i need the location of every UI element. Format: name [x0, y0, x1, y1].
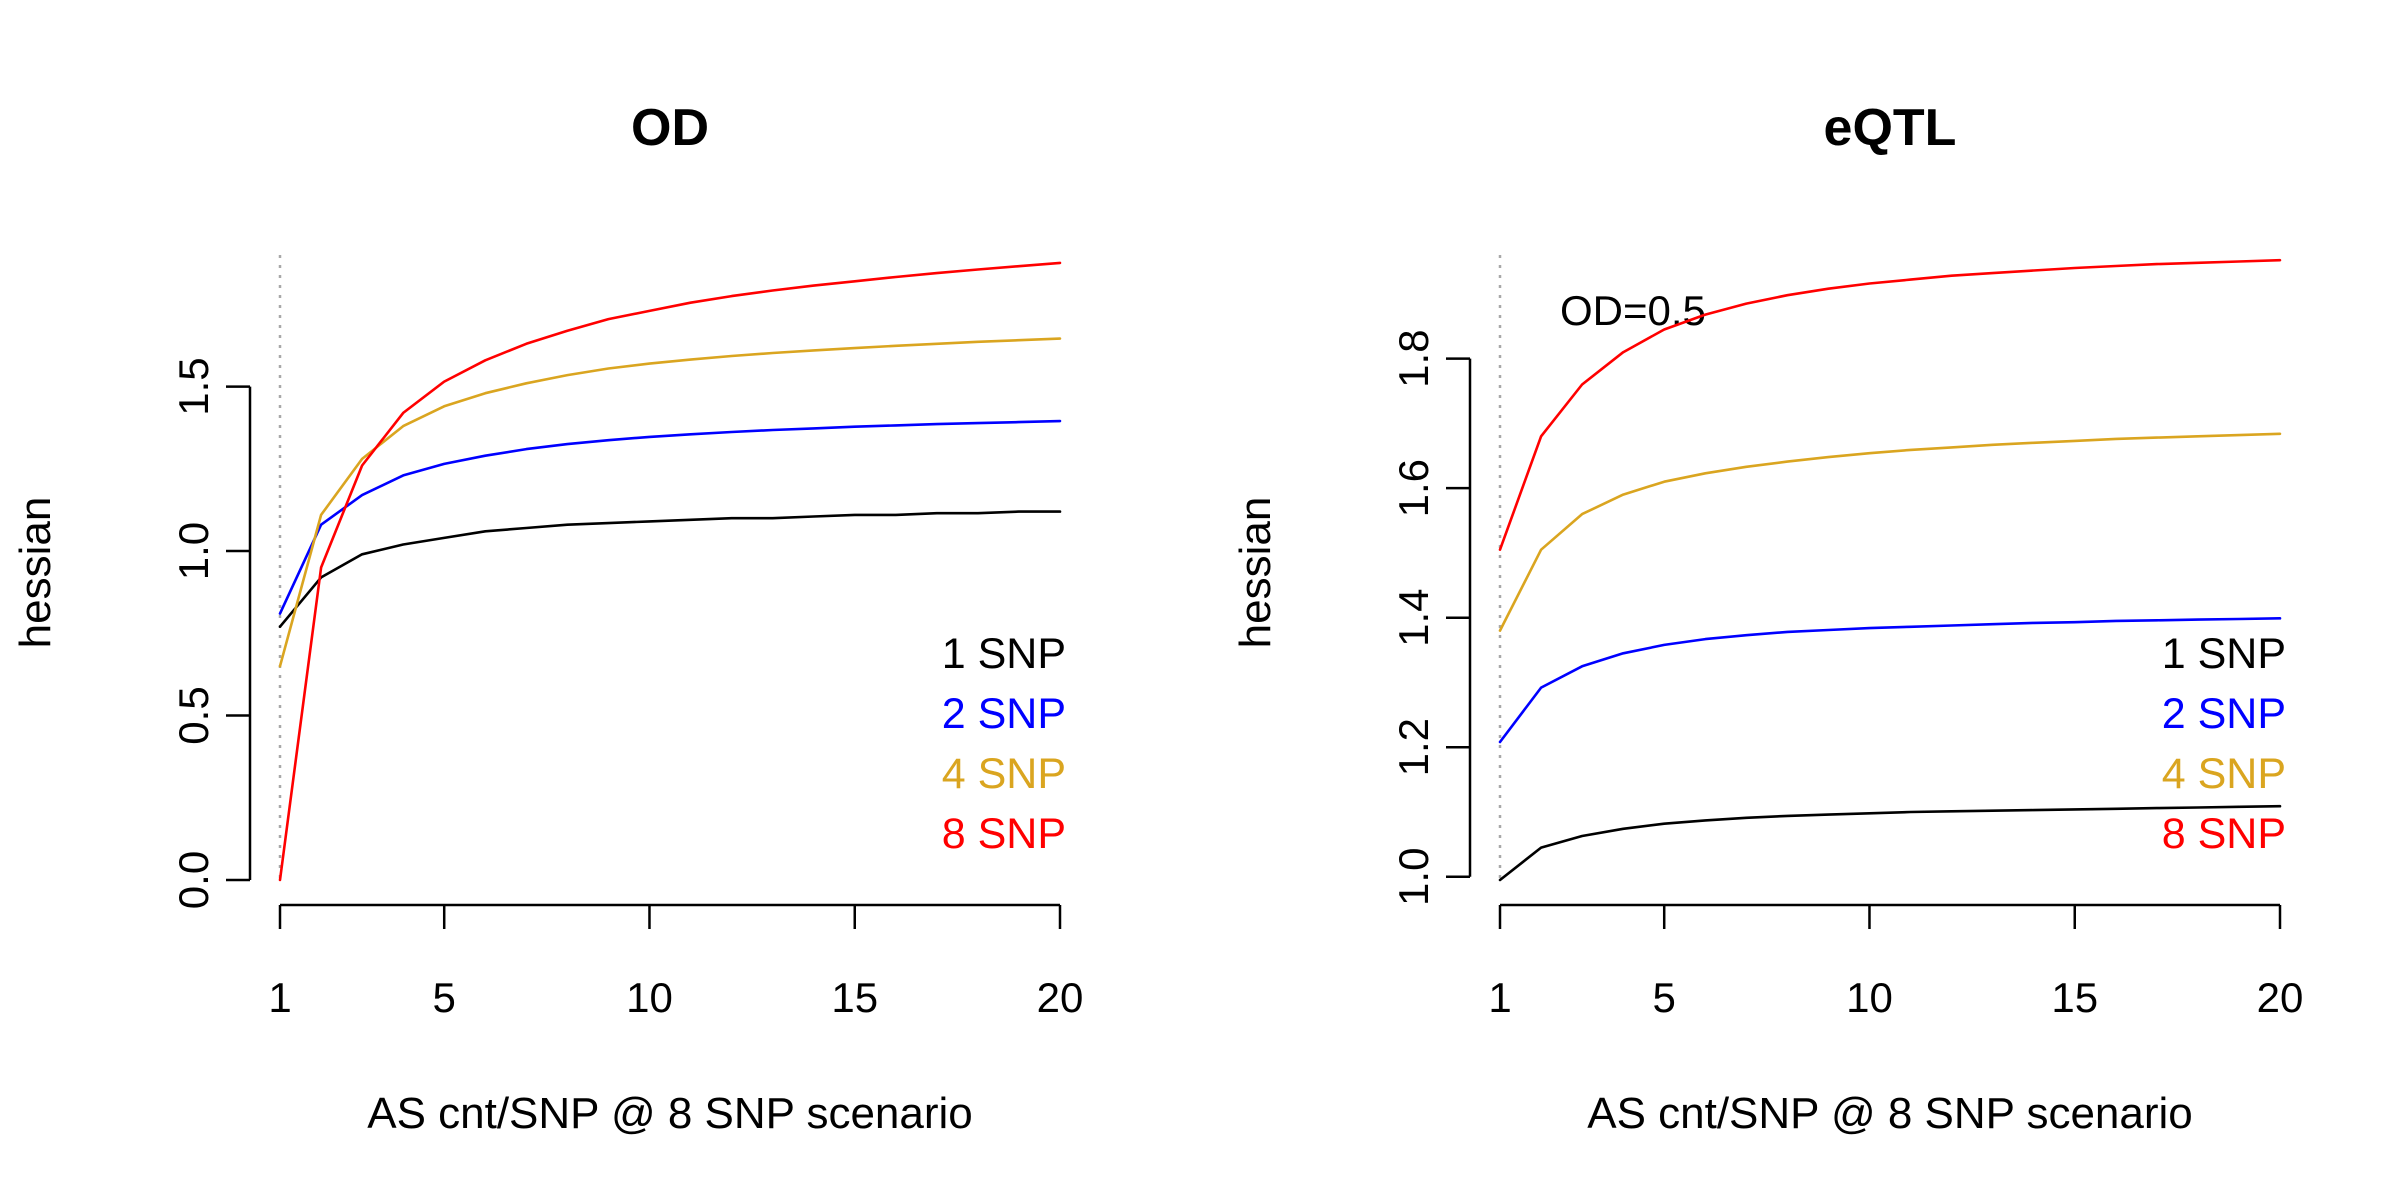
y-tick-label: 0.5 — [170, 686, 217, 744]
annotation-label: OD=0.5 — [1560, 287, 1706, 334]
x-tick-label: 1 — [1488, 974, 1511, 1021]
y-tick-label: 0.0 — [170, 851, 217, 909]
y-axis-label: hessian — [11, 497, 60, 649]
y-tick-label: 1.4 — [1390, 588, 1437, 646]
chart-title: eQTL — [1824, 99, 1957, 157]
x-tick-label: 1 — [268, 974, 291, 1021]
x-tick-label: 5 — [433, 974, 456, 1021]
legend-entry: 8 SNP — [2162, 810, 2286, 858]
x-tick-label: 15 — [2051, 974, 2098, 1021]
series-line — [278, 510, 1062, 629]
x-tick-label: 5 — [1653, 974, 1676, 1021]
legend-entry: 1 SNP — [2162, 630, 2286, 678]
chart-title: OD — [631, 99, 709, 157]
x-axis-label: AS cnt/SNP @ 8 SNP scenario — [1587, 1089, 2193, 1138]
x-tick-label: 15 — [831, 974, 878, 1021]
y-tick-label: 1.6 — [1390, 459, 1437, 517]
series-line — [1498, 432, 2282, 632]
legend-entry: 4 SNP — [942, 750, 1066, 798]
series-line — [1498, 258, 2282, 552]
series-line — [1498, 616, 2282, 744]
y-tick-label: 1.0 — [170, 522, 217, 580]
y-tick-label: 1.0 — [1390, 848, 1437, 906]
x-tick-label: 20 — [2257, 974, 2304, 1021]
panel-od: OD1 5 10 15 200.00.51.01.5AS cnt/SNP @ 8 SNP… — [11, 99, 1083, 1138]
y-tick-label: 1.5 — [170, 357, 217, 415]
x-tick-label: 20 — [1037, 974, 1084, 1021]
series-line — [278, 419, 1062, 615]
legend-entry: 1 SNP — [942, 630, 1066, 678]
legend-entry: 2 SNP — [2162, 690, 2286, 738]
legend-entry: 8 SNP — [942, 810, 1066, 858]
x-tick-label: 10 — [1846, 974, 1893, 1021]
x-axis-label: AS cnt/SNP @ 8 SNP scenario — [367, 1089, 973, 1138]
y-tick-label: 1.2 — [1390, 718, 1437, 776]
y-tick-label: 1.8 — [1390, 329, 1437, 387]
series-line — [1498, 804, 2282, 882]
series-line — [278, 337, 1062, 668]
legend-entry: 4 SNP — [2162, 750, 2286, 798]
y-axis-label: hessian — [1231, 497, 1280, 649]
legend-entry: 2 SNP — [942, 690, 1066, 738]
x-tick-label: 10 — [626, 974, 673, 1021]
series-line — [278, 261, 1062, 882]
